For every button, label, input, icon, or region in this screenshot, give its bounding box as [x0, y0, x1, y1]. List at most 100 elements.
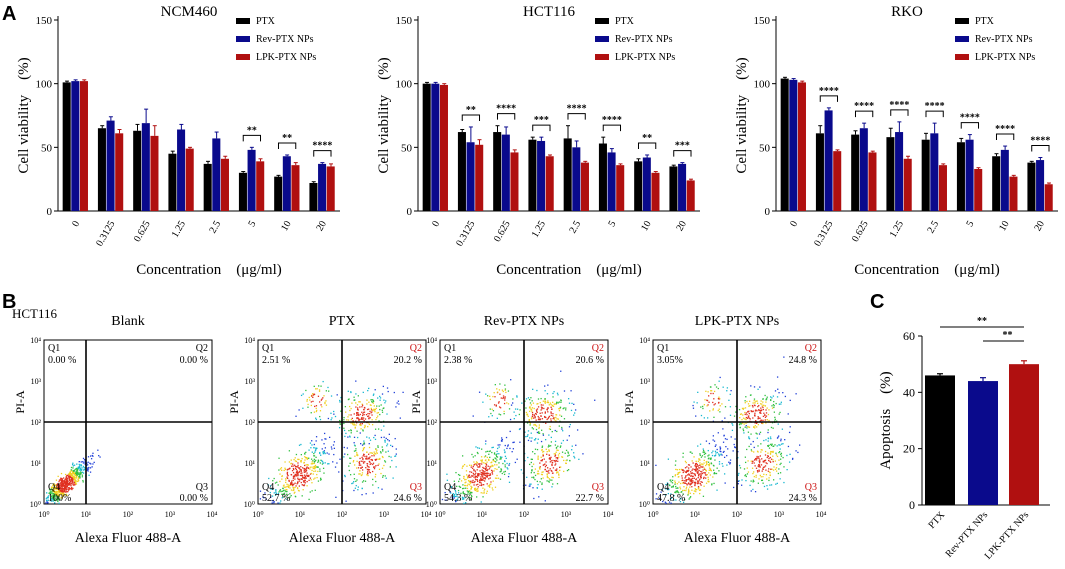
scatter-dot [750, 385, 752, 387]
scatter-dot [384, 439, 386, 441]
scatter-dot [80, 468, 83, 471]
scatter-dot [688, 473, 690, 475]
scatter-dot [537, 455, 539, 457]
scatter-dot [484, 480, 486, 482]
scatter-dot [328, 436, 331, 439]
significance-bracket [673, 150, 692, 157]
scatter-dot [509, 430, 511, 433]
scatter-dot [328, 390, 330, 392]
flow-cell-line-label: HCT116 [12, 306, 58, 321]
scatter-dot [375, 407, 377, 410]
scatter-dot [499, 471, 501, 473]
scatter-dot [788, 431, 791, 434]
scatter-dot [775, 452, 777, 454]
scatter-dot [328, 453, 330, 455]
scatter-dot [532, 417, 535, 419]
scatter-dot [548, 481, 550, 483]
quadrant-q1-label: Q1 [444, 343, 456, 354]
scatter-dot [468, 476, 470, 478]
scatter-dot [465, 470, 468, 472]
scatter-dot [551, 464, 553, 467]
scatter-dot [758, 462, 761, 464]
scatter-dot [481, 461, 483, 463]
scatter-dot [388, 433, 390, 435]
scatter-dot [470, 485, 472, 488]
scatter-dot [466, 474, 468, 476]
scatter-dot [549, 428, 552, 431]
scatter-dot [745, 412, 748, 414]
scatter-dot [795, 393, 797, 395]
scatter-dot [712, 401, 714, 404]
scatter-dot [290, 462, 292, 465]
scatter-dot [487, 485, 489, 487]
scatter-dot [58, 479, 61, 481]
scatter-dot [759, 417, 761, 419]
scatter-dot [513, 411, 515, 413]
scatter-dot [506, 462, 508, 465]
scatter-dot [714, 472, 716, 475]
scatter-dot [550, 412, 552, 414]
scatter-dot [474, 462, 477, 465]
scatter-dot [277, 492, 280, 495]
scatter-dot [305, 469, 307, 471]
scatter-dot [343, 446, 345, 449]
scatter-dot [90, 458, 93, 460]
scatter-dot [72, 465, 74, 467]
scatter-dot [690, 475, 693, 477]
scatter-dot [756, 426, 758, 428]
scatter-dot [546, 401, 548, 404]
scatter-dot [321, 448, 323, 450]
scatter-dot [729, 414, 732, 416]
scatter-dot [259, 498, 262, 500]
scatter-dot [65, 477, 67, 480]
scatter-dot [310, 401, 313, 403]
scatter-dot [675, 499, 677, 501]
bar-lpk-ptx-nps [545, 156, 554, 211]
scatter-dot [685, 486, 688, 488]
scatter-dot [305, 470, 307, 472]
scatter-dot [469, 481, 471, 483]
scatter-dot [462, 497, 464, 499]
scatter-dot [536, 431, 539, 434]
scatter-dot [75, 477, 78, 479]
bar-rev-ptx-nps [431, 83, 440, 211]
scatter-dot [61, 484, 63, 486]
scatter-dot [311, 395, 313, 397]
scatter-dot [364, 425, 366, 428]
scatter-dot [514, 408, 517, 410]
scatter-dot [554, 455, 556, 457]
scatter-dot [544, 398, 546, 400]
scatter-dot [687, 488, 690, 490]
scatter-dots [45, 449, 101, 504]
scatter-dot [558, 401, 560, 403]
scatter-dot [344, 474, 346, 477]
scatter-dot [54, 499, 56, 502]
scatter-dot [504, 389, 506, 391]
scatter-dot [726, 387, 729, 389]
scatter-dot [459, 474, 461, 477]
scatter-dot [474, 455, 476, 457]
scatter-dot [670, 493, 672, 495]
scatter-dot [367, 474, 369, 477]
scatter-dot [557, 418, 560, 420]
scatter-dot [289, 482, 292, 484]
scatter-dot [356, 407, 359, 409]
scatter-dot [357, 454, 359, 456]
scatter-dot [702, 448, 704, 450]
scatter-dot [304, 480, 306, 482]
scatter-dot [534, 412, 537, 415]
scatter-dot [386, 443, 389, 445]
scatter-dot [670, 479, 672, 481]
x-tick-label: 10⁴ [603, 510, 614, 519]
scatter-dot [547, 446, 550, 448]
scatter-dot [53, 483, 55, 485]
scatter-dot [569, 423, 571, 426]
scatter-dot [358, 462, 360, 464]
x-tick-label: 0 [430, 219, 442, 229]
scatter-dot [698, 488, 700, 490]
scatter-dot [315, 466, 317, 468]
scatter-dot [458, 485, 460, 487]
bar-rev-ptx-nps [572, 147, 581, 211]
scatter-dot [758, 457, 760, 460]
